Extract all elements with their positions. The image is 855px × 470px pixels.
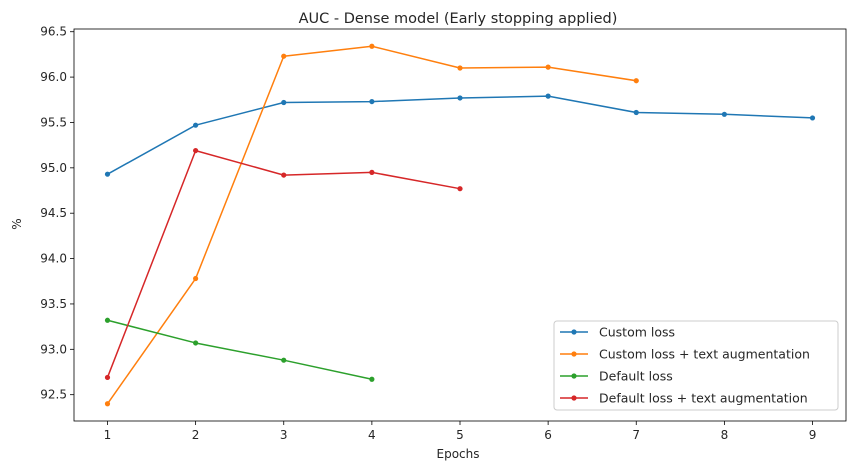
data-point (369, 98, 375, 105)
x-tick-label: 5 (456, 428, 464, 442)
series-layer (104, 43, 816, 407)
x-axis-title: Epochs (437, 447, 480, 461)
data-point (104, 401, 111, 407)
data-point (545, 93, 551, 99)
data-point (457, 95, 463, 101)
y-axis-ticks: 92.5 93.0 93.5 94.0 94.5 95.0 95.5 96.0 96.5 (40, 25, 74, 402)
y-tick-label: 96.0 (40, 70, 67, 84)
data-point (369, 376, 375, 382)
data-point (104, 317, 111, 323)
y-tick-label: 95.0 (40, 161, 67, 175)
x-axis-ticks: 1 2 3 4 5 6 7 8 9 (104, 421, 817, 442)
legend-swatch-marker (571, 351, 577, 357)
data-point (193, 147, 199, 154)
data-point (633, 109, 639, 116)
legend-swatch-marker (571, 395, 577, 401)
data-point (193, 275, 199, 282)
data-point (281, 172, 287, 178)
legend-label: Custom loss + text augmentation (599, 347, 810, 362)
legend: Custom loss Custom loss + text augmentati… (553, 320, 839, 411)
series-2 (104, 43, 639, 407)
x-tick-label: 6 (544, 428, 552, 442)
data-point (721, 111, 727, 117)
data-point (193, 340, 199, 346)
series-4 (104, 147, 463, 381)
series-3 (104, 317, 375, 382)
x-tick-label: 7 (632, 428, 640, 442)
data-point (281, 357, 287, 363)
x-tick-label: 3 (280, 428, 288, 442)
series-1 (104, 93, 816, 177)
chart-title: AUC - Dense model (Early stopping applie… (299, 11, 618, 27)
legend-label: Default loss (599, 369, 673, 384)
data-point (457, 186, 463, 192)
y-tick-label: 92.5 (40, 388, 67, 402)
y-tick-label: 94.0 (40, 252, 67, 266)
data-point (633, 78, 639, 84)
data-point (369, 43, 375, 49)
series-line (107, 319, 373, 380)
data-point (104, 374, 111, 381)
series-line (107, 95, 813, 175)
data-point (457, 65, 463, 71)
data-point (545, 64, 551, 70)
x-tick-label: 4 (368, 428, 376, 442)
y-tick-label: 96.5 (40, 25, 67, 39)
data-point (193, 122, 199, 128)
x-tick-label: 9 (809, 428, 817, 442)
y-axis-title: % (10, 218, 24, 229)
x-tick-label: 2 (192, 428, 200, 442)
legend-label: Custom loss (599, 325, 675, 340)
data-point (809, 115, 816, 121)
series-line (106, 149, 461, 378)
x-tick-label: 1 (104, 428, 112, 442)
legend-swatch-marker (571, 329, 577, 335)
data-point (281, 53, 287, 59)
data-point (369, 169, 375, 175)
legend-box (553, 320, 839, 411)
y-tick-label: 94.5 (40, 206, 67, 220)
y-tick-label: 93.5 (40, 297, 67, 311)
legend-swatch-marker (571, 373, 577, 379)
data-point (104, 171, 111, 177)
y-tick-label: 93.0 (40, 342, 67, 356)
y-tick-label: 95.5 (40, 115, 67, 129)
x-tick-label: 8 (721, 428, 729, 442)
legend-label: Default loss + text augmentation (599, 391, 808, 406)
data-point (281, 99, 287, 106)
